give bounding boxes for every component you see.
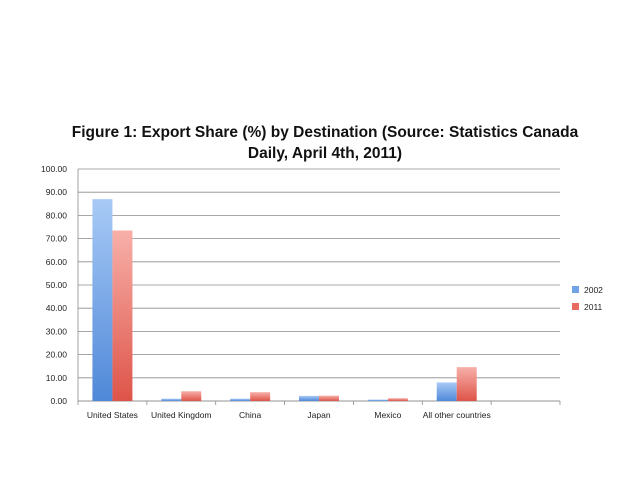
x-tick-label: United Kingdom xyxy=(151,410,211,420)
x-tick-label: All other countries xyxy=(423,410,491,420)
y-tick-label: 50.00 xyxy=(46,280,68,290)
x-tick-label: Mexico xyxy=(374,410,401,420)
x-tick-label: United States xyxy=(87,410,138,420)
bar-2002-4 xyxy=(367,399,388,401)
y-tick-label: 80.00 xyxy=(46,210,68,220)
bar-2002-1 xyxy=(161,398,182,401)
bar-2011-5 xyxy=(456,367,477,401)
y-tick-label: 20.00 xyxy=(46,350,68,360)
bar-2011-0 xyxy=(112,230,133,401)
y-tick-label: 70.00 xyxy=(46,234,68,244)
y-tick-label: 90.00 xyxy=(46,187,68,197)
bar-2011-3 xyxy=(319,395,339,401)
bar-2002-3 xyxy=(299,395,319,401)
y-tick-label: 60.00 xyxy=(46,257,68,267)
legend-swatch xyxy=(572,286,579,293)
y-tick-label: 10.00 xyxy=(46,373,68,383)
y-tick-label: 100.00 xyxy=(41,164,67,174)
x-tick-label: Japan xyxy=(307,410,330,420)
bar-2002-0 xyxy=(92,199,113,401)
y-tick-label: 30.00 xyxy=(46,326,68,336)
legend-item: 2011 xyxy=(572,298,603,315)
legend-swatch xyxy=(572,303,579,310)
y-tick-label: 0.00 xyxy=(50,396,67,406)
legend-label: 2011 xyxy=(584,301,603,312)
bar-2002-2 xyxy=(230,398,251,401)
x-tick-label: China xyxy=(239,410,261,420)
bar-2011-4 xyxy=(387,398,408,401)
bar-2002-5 xyxy=(436,382,457,401)
legend-label: 2002 xyxy=(584,284,603,295)
legend-item: 2002 xyxy=(572,281,603,298)
bar-2011-2 xyxy=(250,392,271,401)
bar-2011-1 xyxy=(181,391,202,401)
chart-title: Figure 1: Export Share (%) by Destinatio… xyxy=(71,124,579,162)
y-tick-label: 40.00 xyxy=(46,303,68,313)
legend: 2002 2011 xyxy=(572,281,603,315)
